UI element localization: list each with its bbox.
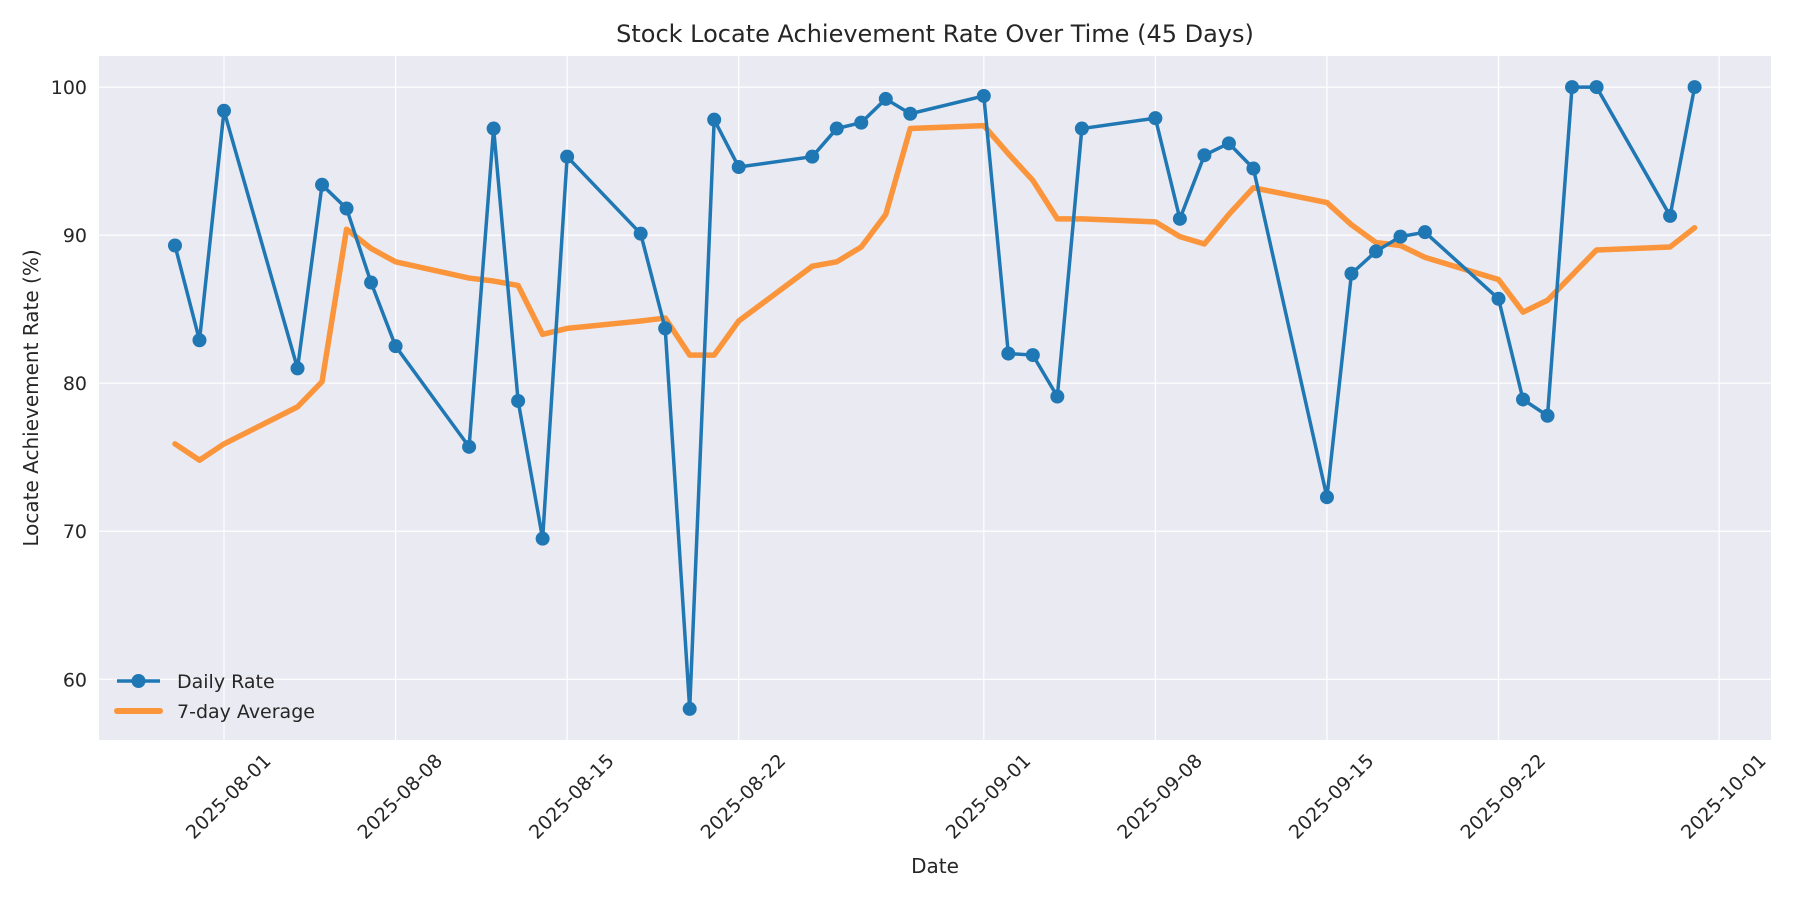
data-point-marker [1540, 408, 1555, 423]
data-point-marker [364, 275, 379, 290]
data-point-marker [290, 361, 305, 376]
data-point-marker [1516, 392, 1531, 407]
x-tick-label: 2025-09-15 [1285, 750, 1379, 844]
data-point-marker [560, 149, 575, 164]
legend: Daily Rate 7-day Average [114, 671, 315, 723]
data-point-marker [1148, 111, 1163, 126]
x-tick-label: 2025-09-08 [1113, 750, 1207, 844]
y-tick-label: 80 [63, 373, 87, 395]
legend-daily-rate-label: Daily Rate [177, 671, 275, 693]
data-point-marker [462, 439, 477, 454]
data-point-marker [1417, 225, 1432, 240]
data-point-marker [829, 121, 844, 136]
y-tick-label: 70 [63, 521, 87, 543]
x-tick-label: 2025-08-22 [697, 750, 791, 844]
x-tick-label: 2025-09-01 [942, 750, 1036, 844]
data-point-marker [192, 333, 207, 348]
legend-daily-rate-marker-icon [131, 674, 146, 688]
data-point-marker [1074, 121, 1089, 136]
data-point-marker [511, 393, 526, 408]
data-point-marker [854, 115, 869, 130]
data-point-marker [1344, 266, 1359, 281]
data-point-marker [486, 121, 501, 136]
x-axis-ticks: 2025-08-01 2025-08-08 2025-08-15 2025-08-22… [182, 750, 1771, 844]
data-point-marker [315, 177, 330, 192]
data-point-marker [658, 321, 673, 336]
y-axis-ticks: 60 70 80 90 100 [51, 77, 87, 691]
chart-title: Stock Locate Achievement Rate Over Time … [616, 20, 1254, 48]
average-line [172, 122, 1698, 463]
data-point-marker [1197, 148, 1212, 163]
x-axis-label: Date [911, 854, 959, 878]
data-point-marker [388, 339, 403, 354]
legend-7-day-average-label: 7-day Average [177, 701, 315, 723]
data-point-marker [1025, 348, 1040, 363]
data-point-marker [903, 106, 918, 121]
data-point-marker [633, 226, 648, 241]
data-point-marker [339, 201, 354, 216]
data-point-marker [878, 91, 893, 106]
data-point-marker [682, 701, 697, 716]
data-point-marker [1368, 244, 1383, 259]
data-point-marker [1246, 161, 1261, 176]
data-point-marker [1319, 490, 1334, 505]
data-point-marker [1565, 80, 1580, 95]
y-tick-label: 60 [63, 669, 87, 691]
x-tick-label: 2025-09-22 [1456, 750, 1550, 844]
data-point-marker [1491, 291, 1506, 306]
data-point-marker [731, 160, 746, 175]
data-point-marker [535, 531, 550, 546]
y-tick-label: 100 [51, 77, 87, 99]
data-point-marker [1589, 80, 1604, 95]
data-point-marker [1221, 136, 1236, 151]
data-point-marker [1393, 229, 1408, 244]
data-point-marker [167, 238, 182, 253]
data-point-marker [1663, 208, 1678, 223]
plot-area [99, 56, 1771, 740]
x-tick-label: 2025-08-01 [182, 750, 276, 844]
data-point-marker [1050, 389, 1065, 404]
series-daily-rate [167, 80, 1702, 716]
data-point-marker [976, 88, 991, 103]
x-tick-label: 2025-10-01 [1677, 750, 1771, 844]
data-point-marker [1687, 80, 1702, 95]
series-7-day-average [172, 122, 1698, 463]
data-point-marker [805, 149, 820, 164]
data-point-marker [707, 112, 722, 127]
y-axis-label: Locate Achievement Rate (%) [19, 249, 43, 546]
y-tick-label: 90 [63, 225, 87, 247]
data-point-marker [217, 103, 231, 118]
data-point-marker [1172, 211, 1187, 226]
x-tick-label: 2025-08-08 [353, 750, 447, 844]
x-tick-label: 2025-08-15 [525, 750, 619, 844]
data-point-marker [1001, 346, 1016, 361]
